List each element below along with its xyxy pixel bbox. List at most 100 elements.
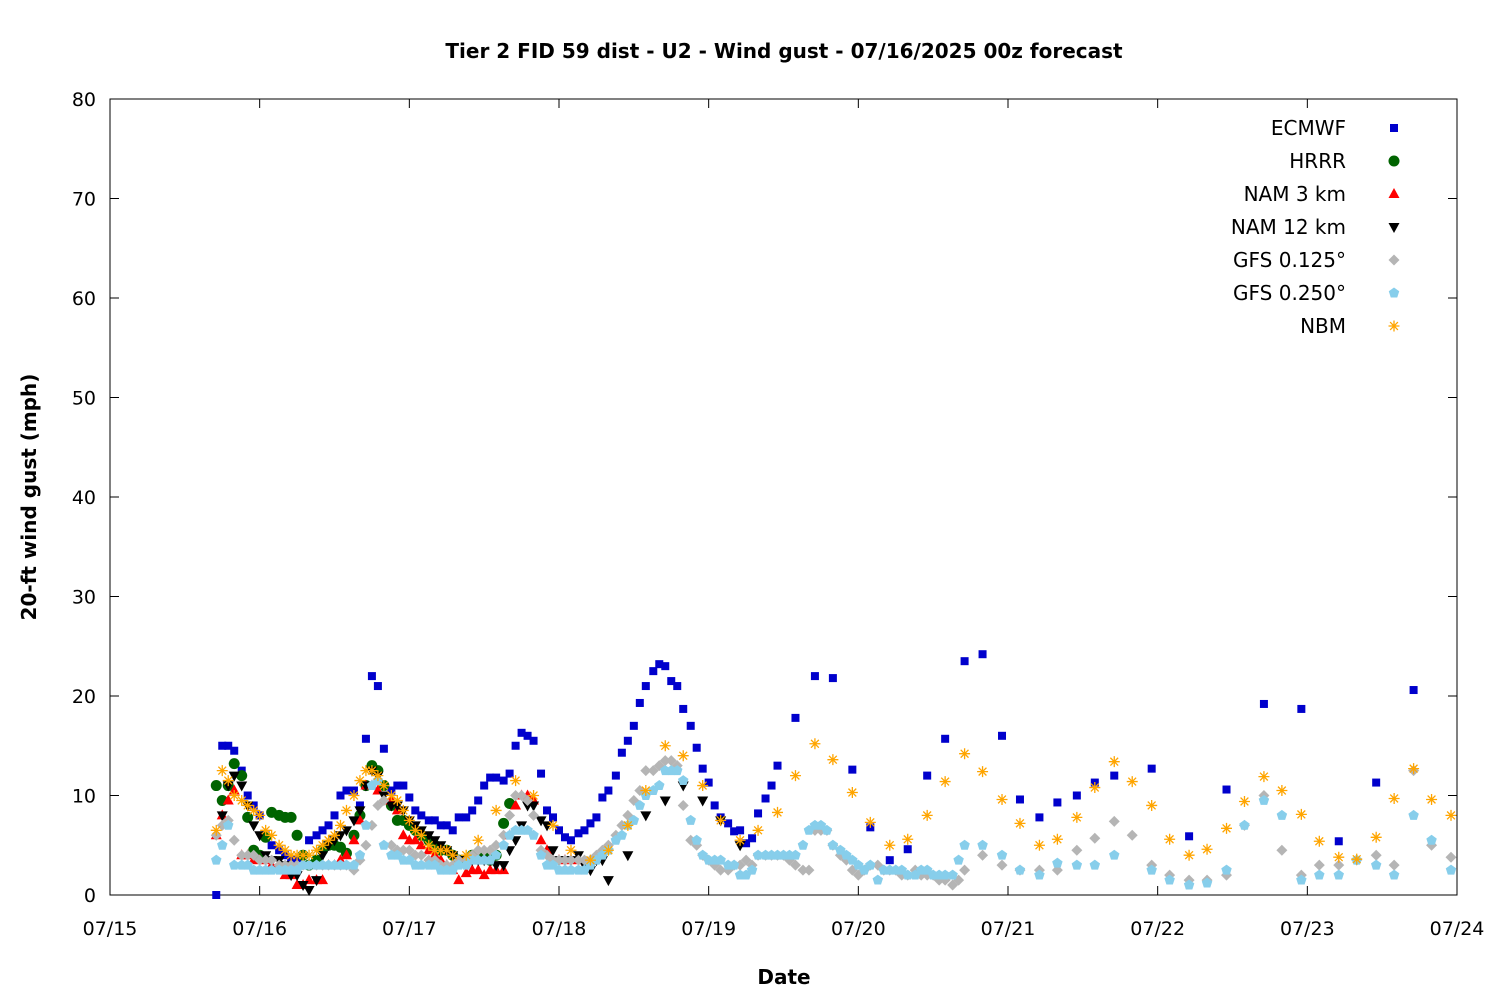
data-point	[409, 824, 421, 836]
data-point	[1164, 874, 1175, 885]
data-point	[312, 831, 321, 840]
data-point	[498, 839, 509, 850]
data-point	[242, 849, 254, 861]
data-point	[715, 864, 727, 876]
data-point	[354, 775, 366, 787]
data-point	[334, 819, 346, 831]
legend-label: NAM 12 km	[1231, 215, 1346, 239]
data-point	[236, 781, 248, 792]
data-point	[827, 754, 839, 766]
data-point	[429, 844, 441, 856]
data-point	[742, 839, 751, 848]
data-point	[341, 859, 352, 870]
data-point	[939, 869, 951, 880]
data-point	[1314, 869, 1325, 880]
data-point	[654, 780, 665, 790]
data-point	[311, 844, 323, 856]
data-point	[522, 794, 534, 806]
data-point	[602, 876, 614, 887]
data-point	[1276, 809, 1288, 820]
data-point	[1108, 815, 1120, 827]
y-tick-label: 40	[72, 487, 96, 509]
data-point	[228, 758, 240, 770]
data-point	[1014, 864, 1026, 875]
data-point	[543, 806, 552, 815]
data-point	[978, 650, 987, 659]
data-point	[1370, 831, 1382, 843]
series-gfs-0-250	[211, 765, 1457, 890]
data-point	[691, 834, 702, 845]
data-point	[634, 799, 646, 810]
x-tick-label: 07/22	[1130, 918, 1185, 940]
y-tick-label: 60	[72, 288, 96, 310]
data-point	[340, 804, 352, 816]
y-tick-label: 50	[72, 388, 96, 410]
data-point	[217, 839, 228, 850]
data-point	[565, 864, 577, 875]
data-point	[212, 891, 221, 899]
data-point	[592, 813, 601, 822]
data-point	[317, 839, 329, 851]
data-point	[810, 672, 819, 681]
data-point	[260, 854, 272, 866]
data-point	[1147, 764, 1156, 773]
data-point	[791, 713, 800, 722]
data-point	[549, 813, 558, 822]
y-tick-label: 30	[72, 587, 96, 609]
data-point	[403, 814, 415, 826]
data-point	[846, 787, 858, 799]
data-point	[429, 836, 441, 847]
data-point	[230, 746, 239, 755]
data-point	[248, 804, 260, 816]
data-point	[486, 773, 495, 782]
legend-label: NAM 3 km	[1244, 182, 1346, 206]
data-point	[1409, 686, 1418, 695]
data-point	[460, 849, 472, 861]
data-point	[754, 809, 763, 818]
data-point	[902, 869, 913, 880]
data-point	[580, 826, 589, 835]
data-point	[1014, 817, 1026, 829]
data-point	[529, 736, 538, 745]
data-point	[1333, 859, 1345, 871]
data-point	[218, 741, 227, 750]
data-point	[767, 781, 776, 790]
data-point	[604, 786, 613, 795]
data-point	[640, 785, 652, 797]
data-point	[996, 793, 1008, 805]
data-point	[423, 831, 435, 842]
data-point	[584, 854, 596, 866]
data-point	[285, 849, 297, 861]
data-point	[1426, 834, 1437, 845]
data-point	[1408, 809, 1419, 820]
data-point	[1052, 857, 1063, 868]
legend-marker	[1388, 188, 1400, 198]
data-point	[996, 859, 1008, 871]
data-point	[698, 764, 707, 773]
data-point	[748, 834, 757, 843]
data-point	[697, 780, 709, 792]
data-point	[504, 809, 516, 821]
data-point	[348, 834, 360, 845]
data-point	[565, 844, 577, 856]
data-point	[673, 682, 682, 691]
data-point	[236, 794, 248, 806]
x-tick-label: 07/20	[831, 918, 886, 940]
data-point	[1183, 879, 1195, 890]
data-point	[685, 814, 696, 825]
data-point	[1071, 811, 1083, 823]
data-point	[505, 769, 514, 778]
data-point	[1426, 793, 1438, 805]
data-point	[586, 819, 595, 828]
data-point	[616, 829, 628, 840]
data-point	[1313, 835, 1325, 847]
data-point	[1333, 851, 1345, 863]
data-point	[1258, 771, 1270, 783]
legend-marker	[1390, 124, 1398, 132]
data-point	[1051, 833, 1063, 845]
data-point	[772, 806, 784, 818]
data-point	[715, 854, 726, 865]
data-point	[1445, 864, 1457, 875]
data-point	[409, 834, 421, 845]
